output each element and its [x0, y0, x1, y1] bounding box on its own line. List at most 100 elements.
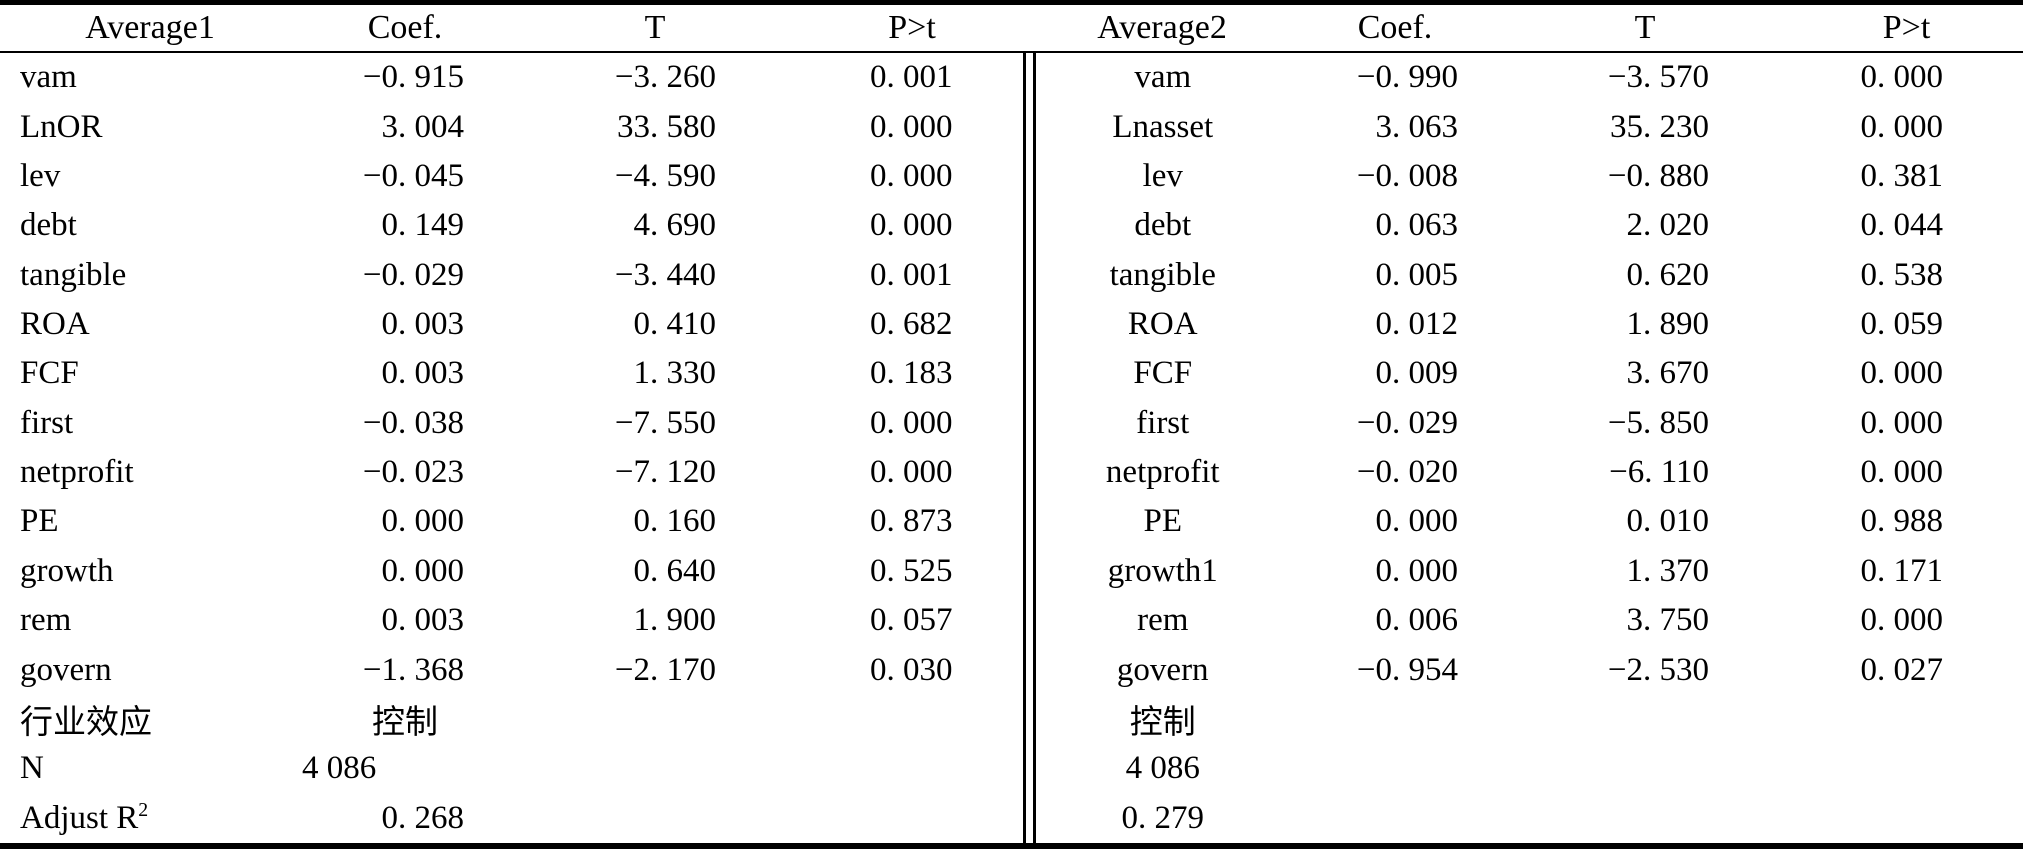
cell-value: −0. 029 [362, 256, 464, 293]
cell-value: 0. 012 [1375, 305, 1459, 342]
cell-value: 0. 001 [870, 59, 953, 96]
row-label: PE [20, 503, 59, 540]
header-t-right: T [1500, 2, 1790, 53]
cell-value: 3. 750 [1626, 602, 1710, 639]
header-coef-left: Coef. [300, 2, 510, 53]
cell-value: rem [1137, 602, 1189, 639]
cell-value: 0. 000 [1375, 503, 1459, 540]
cell-value: 3. 670 [1626, 355, 1710, 392]
cell-value: 0. 006 [1375, 602, 1459, 639]
cell-value: −2. 530 [1607, 651, 1709, 688]
table-row: first −0. 038 −7. 550 0. 000 first −0. 029 −5.… [0, 398, 2023, 448]
cell-value: 0. 640 [633, 552, 717, 589]
cell-value: −0. 990 [1356, 59, 1458, 96]
cell-value: −0. 915 [362, 59, 464, 96]
cell-value: −7. 550 [614, 404, 716, 441]
row-label: govern [20, 651, 112, 688]
superscript: 2 [138, 798, 149, 821]
panel-divider [1022, 299, 1036, 350]
table-row: ROA 0. 003 0. 410 0. 682 ROA 0. 012 1. 890 0. 0… [0, 299, 2023, 350]
cell-value: 0. 171 [1860, 552, 1944, 589]
cell-value [800, 695, 1024, 744]
cell-value: 0. 682 [870, 305, 953, 342]
cell-value: 0. 000 [381, 503, 465, 540]
cell-value: govern [1116, 651, 1209, 688]
cell-value: −3. 570 [1607, 59, 1709, 96]
cell-value: 1. 900 [633, 602, 717, 639]
cell-value: 0. 538 [1860, 256, 1944, 293]
panel-divider [1022, 497, 1036, 547]
cell-value: lev [1142, 157, 1183, 194]
cell-value: −3. 440 [614, 256, 716, 293]
cell-value: 0. 000 [870, 207, 953, 244]
row-label-text: Adjust R [20, 799, 139, 836]
table-row: 行业效应 控制 控制 [0, 694, 2023, 745]
table-row: N 4 086 4 086 [0, 744, 2023, 794]
cell-value [1790, 744, 2023, 793]
row-label: first [20, 404, 74, 441]
cell-value: −1. 368 [362, 651, 464, 688]
cell-value: 0. 279 [1121, 799, 1205, 836]
cell-value: 0. 381 [1860, 157, 1944, 194]
cell-value [1290, 793, 1500, 846]
row-label: tangible [20, 256, 127, 293]
table-body: vam −0. 915 −3. 260 0. 001 vam −0. 990 −3. 570… [0, 52, 2023, 846]
table-row: netprofit −0. 023 −7. 120 0. 000 netprofit −0… [0, 447, 2023, 498]
cell-value: FCF [1133, 355, 1193, 392]
row-label: N [20, 750, 44, 787]
cell-value: ROA [1127, 305, 1198, 342]
table-row: vam −0. 915 −3. 260 0. 001 vam −0. 990 −3. 570… [0, 52, 2023, 103]
table-row: PE 0. 000 0. 160 0. 873 PE 0. 000 0. 010 0. 988 [0, 497, 2023, 547]
cell-value: 0. 000 [1860, 454, 1944, 491]
row-label: netprofit [20, 454, 134, 491]
panel-divider [1022, 250, 1036, 300]
cell-value: 0. 000 [381, 552, 465, 589]
cell-value: 0. 000 [870, 454, 953, 491]
cell-value: 0. 063 [1375, 207, 1459, 244]
row-label: rem [20, 602, 72, 639]
cell-value: vam [1134, 59, 1192, 96]
cell-value: 0. 059 [1860, 305, 1944, 342]
panel-divider [1022, 447, 1036, 498]
panel-divider [1022, 694, 1036, 745]
cell-value [510, 793, 800, 846]
cell-value [1790, 793, 2023, 846]
table-row: Adjust R2 0. 268 0. 279 [0, 793, 2023, 846]
panel-divider [1022, 349, 1036, 399]
table-row: debt 0. 149 4. 690 0. 000 debt 0. 063 2. 020 0.… [0, 201, 2023, 251]
cell-value: 2. 020 [1626, 207, 1710, 244]
cell-value: 4 086 [302, 750, 377, 787]
cell-value: 0. 873 [870, 503, 953, 540]
cell-value [800, 793, 1024, 846]
row-label: Adjust R2 [0, 793, 300, 846]
cell-value: 0. 057 [870, 602, 953, 639]
table-row: growth 0. 000 0. 640 0. 525 growth1 0. 000 1. … [0, 546, 2023, 596]
header-average2: Average2 [1034, 2, 1290, 53]
panel-divider [1022, 744, 1036, 794]
header-pt-right: P>t [1790, 2, 2023, 53]
cell-value [800, 744, 1024, 793]
cell-value: 0. 000 [1860, 355, 1944, 392]
cell-value: 0. 000 [870, 108, 953, 145]
header-row: Average1 Coef. T P>t Average2 Coef. T P>… [0, 2, 2023, 53]
cell-value: 3. 004 [381, 108, 465, 145]
cell-value: −5. 850 [1607, 404, 1709, 441]
cell-value: 0. 001 [870, 256, 953, 293]
cell-value: 0. 005 [1375, 256, 1459, 293]
cell-value: 1. 890 [1626, 305, 1710, 342]
table-row: tangible −0. 029 −3. 440 0. 001 tangible 0. 0… [0, 250, 2023, 300]
panel-divider-header [1024, 2, 1034, 53]
cell-value: 0. 003 [381, 305, 465, 342]
cell-value: −0. 023 [362, 454, 464, 491]
cell-value: −0. 954 [1356, 651, 1458, 688]
row-label: LnOR [20, 108, 103, 145]
table-row: FCF 0. 003 1. 330 0. 183 FCF 0. 009 3. 670 0. 0… [0, 349, 2023, 399]
cell-value: −6. 110 [1609, 454, 1709, 491]
cell-value: 控制 [1129, 705, 1196, 742]
cell-value: 0. 000 [1860, 59, 1944, 96]
cell-value: 3. 063 [1375, 108, 1459, 145]
cell-value: PE [1143, 503, 1182, 540]
cell-value [1290, 695, 1500, 744]
cell-value: −4. 590 [614, 157, 716, 194]
cell-value: 0. 988 [1860, 503, 1944, 540]
